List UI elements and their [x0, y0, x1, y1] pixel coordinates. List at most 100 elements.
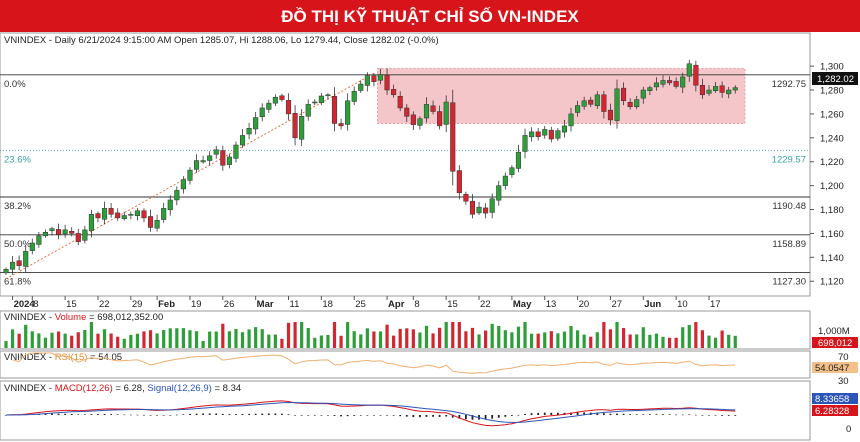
volume-bar: [56, 331, 61, 348]
volume-bar: [76, 332, 80, 348]
macd-histogram-bar: [287, 414, 290, 415]
candle-body: [417, 118, 423, 126]
date-tick-label: 10: [677, 299, 688, 310]
candle-body: [193, 160, 200, 170]
macd-histogram-bar: [373, 415, 375, 416]
candle-body: [174, 190, 180, 201]
candle-body: [667, 80, 673, 84]
rsi-line: [12, 352, 736, 374]
candle-body: [56, 229, 62, 235]
price-tick-label: 1,260: [820, 109, 844, 120]
volume-bar: [96, 333, 100, 348]
macd-histogram-bar: [405, 415, 408, 417]
rsi-panel: VNINDEX - RSI(15) = 54.05 70 30 54.0547: [0, 350, 858, 387]
date-tick-label: 19: [191, 299, 202, 310]
candle-body: [285, 100, 292, 115]
macd-histogram-bar: [103, 414, 106, 415]
candle-body: [246, 128, 252, 135]
macd-histogram-bar: [714, 415, 717, 416]
macd-histogram-bar: [550, 412, 553, 415]
price-header: VNINDEX - Daily 6/21/2024 9:15:00 AM Ope…: [4, 35, 439, 46]
date-tick-label: 25: [355, 299, 366, 310]
volume-bar: [102, 329, 107, 348]
candle-body: [443, 101, 449, 125]
macd-histogram-bar: [517, 414, 520, 416]
volume-bar: [37, 333, 41, 348]
macd-histogram-bar: [254, 413, 257, 415]
macd-histogram-bar: [694, 414, 697, 416]
macd-histogram-bar: [90, 414, 93, 415]
signal-line: [5, 401, 736, 423]
volume-bar: [339, 335, 343, 348]
rsi-current-badge: [812, 362, 858, 373]
fib-value-label: 1127.30: [772, 277, 806, 288]
candle-body: [253, 117, 259, 130]
volume-bar: [444, 322, 448, 348]
volume-bar: [162, 330, 166, 348]
date-tick-label: 8: [414, 299, 419, 310]
fib-value-label: 1229.57: [772, 154, 806, 165]
macd-histogram-bar: [681, 414, 684, 416]
candle-body: [292, 112, 298, 139]
fib-pct-label: 61.8%: [4, 277, 31, 288]
current-price-badge: [812, 72, 858, 85]
volume-bar: [385, 324, 389, 348]
macd-histogram-bar: [662, 414, 664, 415]
macd-histogram-bar: [543, 412, 546, 415]
candle-body: [239, 135, 246, 146]
volume-bar: [681, 327, 685, 348]
volume-bar: [168, 328, 172, 348]
candle-body: [726, 89, 732, 95]
volume-bar: [378, 331, 383, 348]
macd-histogram-bar: [510, 415, 513, 416]
volume-bar: [628, 334, 632, 348]
macd-histogram-bar: [675, 414, 678, 416]
signal-name: Signal(12,26,9): [147, 383, 211, 394]
candle-body: [634, 99, 640, 108]
macd-histogram-bar: [129, 414, 132, 416]
volume-bar: [83, 330, 87, 348]
macd-histogram-bar: [294, 415, 296, 416]
price-panel: 1,300 1,280 1,260 1,240 1,220 1,200 1,180 1,160…: [0, 32, 858, 310]
volume-bar: [582, 334, 586, 348]
macd-histogram-bar: [576, 412, 579, 415]
macd-histogram-bar: [320, 415, 323, 416]
macd-histogram-bar: [182, 414, 185, 415]
macd-histogram-bar: [333, 415, 336, 416]
volume-bar: [595, 332, 599, 348]
macd-histogram-bar: [156, 415, 159, 416]
price-tick-label: 1,160: [820, 229, 844, 240]
date-tick-label: Mar: [257, 299, 274, 310]
candle-body: [568, 113, 574, 127]
volume-bar: [523, 322, 527, 348]
date-tick-label: 2024: [14, 299, 36, 310]
macd-histogram-bar: [622, 413, 625, 415]
date-tick-label: 13: [546, 299, 557, 310]
macd-histogram-bar: [708, 415, 710, 416]
candle-body: [200, 160, 206, 163]
macd-histogram-bar: [51, 413, 53, 415]
candle-body: [115, 212, 121, 219]
candle-body: [621, 87, 627, 102]
fib-value-label: 1190.48: [772, 201, 806, 212]
volume-bar: [536, 333, 540, 348]
candle-body: [410, 114, 416, 125]
candle-body: [207, 155, 213, 161]
macd-histogram-bar: [175, 414, 178, 416]
date-tick-label: 11: [290, 299, 300, 310]
date-tick-label: 27: [611, 299, 622, 310]
candle-body: [502, 175, 508, 186]
macd-histogram-bar: [497, 415, 500, 418]
signal-current: 8.33658: [815, 394, 849, 405]
macd-histogram-bar: [458, 415, 461, 419]
volume-panel: VNINDEX - Volume = 698,012,352.00 1,000M…: [0, 310, 858, 351]
volume-bar: [556, 333, 560, 348]
macd-histogram-bar: [123, 414, 126, 416]
volume-bar: [122, 338, 126, 348]
candle-body: [673, 81, 679, 87]
volume-bar: [641, 327, 645, 348]
candle-body: [16, 260, 22, 266]
macd-histogram-bar: [583, 412, 586, 415]
resistance-zone: [376, 68, 746, 124]
volume-bar: [418, 332, 422, 348]
